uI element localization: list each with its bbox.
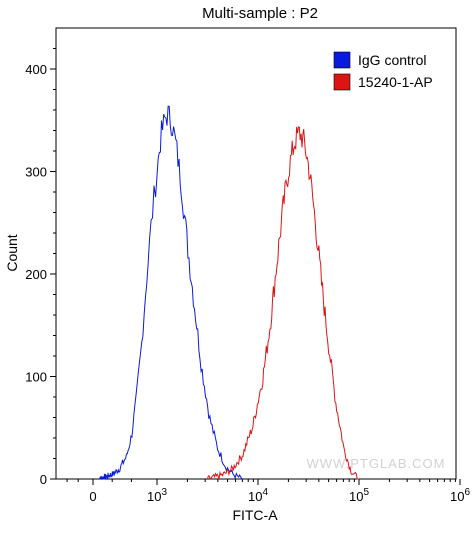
- legend: IgG control 15240-1-AP: [333, 51, 433, 91]
- watermark: WWW.PTGLAB.COM: [307, 456, 446, 471]
- x-tick-label: 104: [248, 487, 268, 504]
- x-axis-label: FITC-A: [232, 507, 278, 523]
- chart-title: Multi-sample : P2: [202, 5, 318, 22]
- series-line-2: [207, 126, 359, 481]
- legend-label: 15240-1-AP: [358, 74, 433, 90]
- x-tick-label: 103: [147, 487, 167, 504]
- y-tick-label: 100: [25, 370, 47, 385]
- x-tick-label: 0: [89, 489, 96, 504]
- x-tick-label: 106: [450, 487, 470, 504]
- x-axis: 0 103 104 105 106: [66, 479, 470, 504]
- legend-swatch: [333, 73, 351, 91]
- series-line-1: [99, 105, 243, 481]
- legend-swatch: [333, 51, 351, 69]
- y-tick-label: 200: [25, 267, 47, 282]
- legend-label: IgG control: [358, 52, 426, 68]
- y-axis: 0 100 200 300 400: [25, 48, 56, 487]
- y-tick-label: 400: [25, 62, 47, 77]
- x-tick-label: 105: [349, 487, 369, 504]
- y-tick-label: 0: [40, 472, 47, 487]
- series-layer: [99, 105, 359, 481]
- y-axis-label: Count: [4, 234, 20, 271]
- plot-frame: [55, 27, 457, 480]
- y-tick-label: 300: [25, 165, 47, 180]
